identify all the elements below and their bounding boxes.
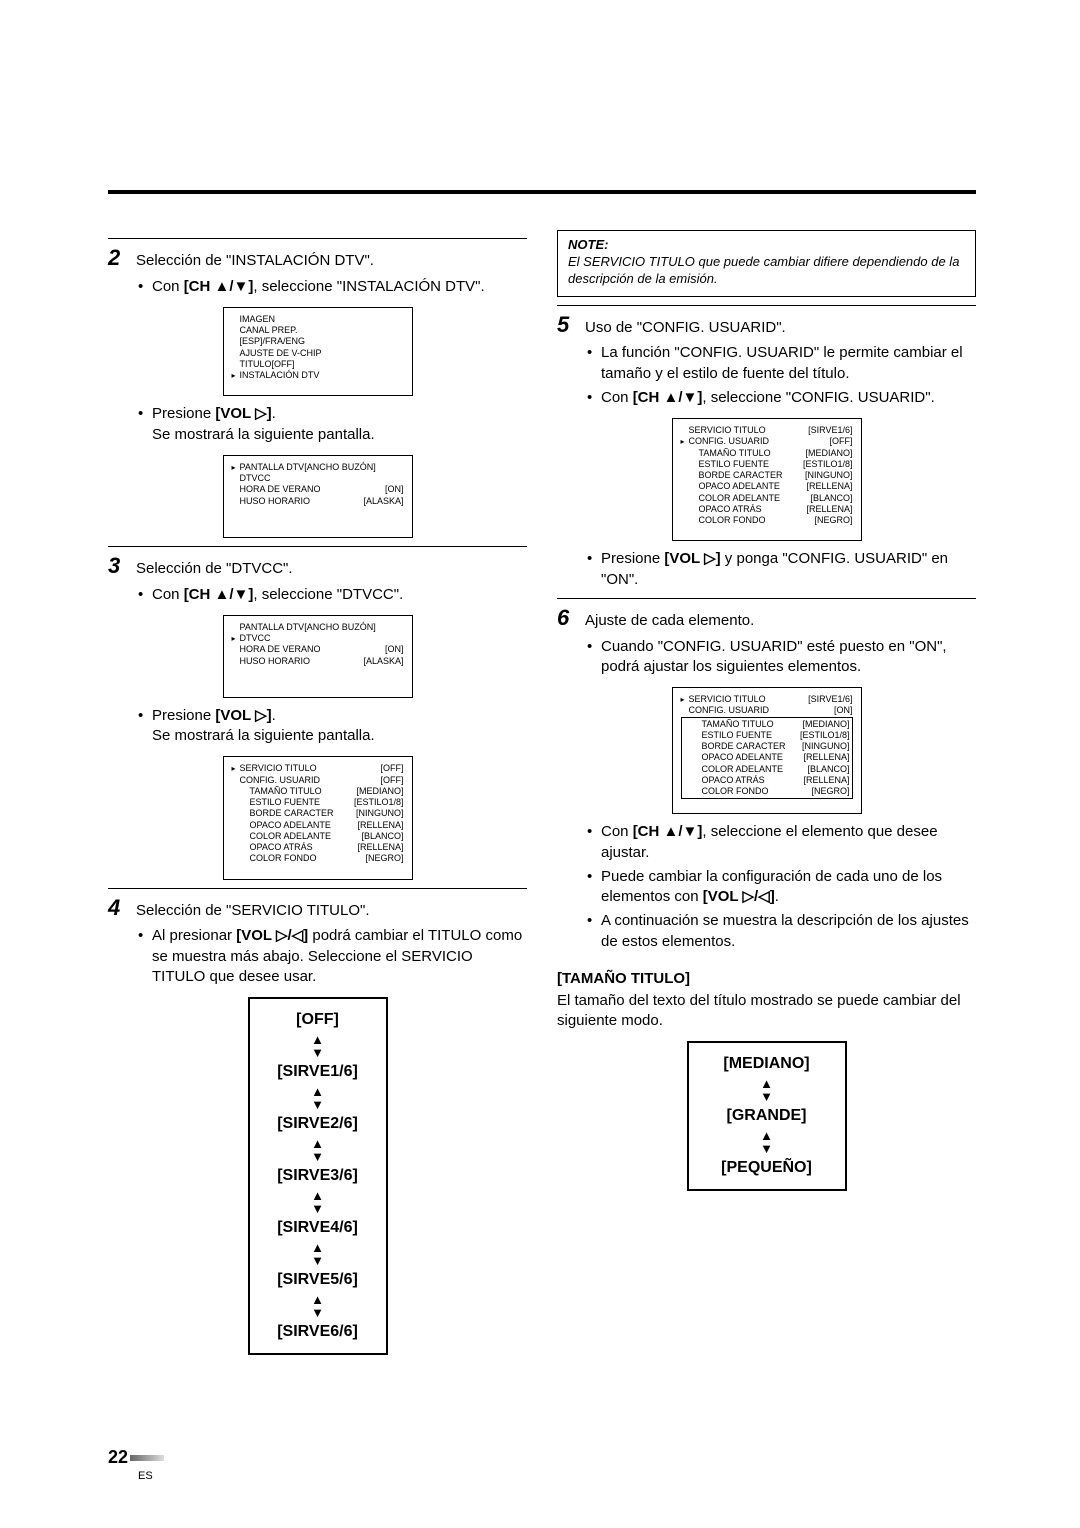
left-column: 2 Selección de "INSTALACIÓN DTV". Con [C… <box>108 230 527 1365</box>
step-title: Ajuste de cada elemento. <box>585 611 976 631</box>
step-5-heading: 5 Uso de "CONFIG. USUARID". <box>557 310 976 340</box>
step-number: 3 <box>108 551 128 581</box>
divider <box>557 305 976 306</box>
page-lang: ES <box>138 1470 153 1482</box>
step-number: 2 <box>108 243 128 273</box>
options-box: [MEDIANO]▲▼[GRANDE]▲▼[PEQUEÑO] <box>687 1041 847 1191</box>
step-title: Selección de "INSTALACIÓN DTV". <box>136 251 527 271</box>
bullet: Presione [VOL ▷]. Se mostrará la siguien… <box>138 404 527 445</box>
right-column: NOTE: El SERVICIO TITULO que puede cambi… <box>557 230 976 1365</box>
step-title: Selección de "SERVICIO TITULO". <box>136 901 527 921</box>
bullet: Con [CH ▲/▼], seleccione el elemento que… <box>587 822 976 863</box>
bullet: Al presionar [VOL ▷/◁] podrá cambiar el … <box>138 926 527 987</box>
step-6-bullets: Cuando "CONFIG. USUARID" esté puesto en … <box>557 637 976 678</box>
top-rule <box>108 190 976 194</box>
options-box: [OFF]▲▼[SIRVE1/6]▲▼[SIRVE2/6]▲▼[SIRVE3/6… <box>248 997 388 1355</box>
page-number-bar <box>130 1455 164 1461</box>
step-2-bullets: Con [CH ▲/▼], seleccione "INSTALACIÓN DT… <box>108 277 527 297</box>
menu-box: SERVICIO TITULO[OFF]CONFIG. USUARID[OFF]… <box>223 756 413 879</box>
columns: 2 Selección de "INSTALACIÓN DTV". Con [C… <box>108 230 976 1365</box>
note-body: El SERVICIO TITULO que puede cambiar dif… <box>568 254 965 288</box>
menu-box: IMAGENCANAL PREP.[ESP]/FRA/ENGAJUSTE DE … <box>223 307 413 397</box>
menu-box: PANTALLA DTV[ANCHO BUZÓN]DTVCCHORA DE VE… <box>223 455 413 538</box>
bullet: Con [CH ▲/▼], seleccione "DTVCC". <box>138 585 527 605</box>
divider <box>108 546 527 547</box>
step-6-heading: 6 Ajuste de cada elemento. <box>557 603 976 633</box>
step-title: Uso de "CONFIG. USUARID". <box>585 318 976 338</box>
divider <box>557 598 976 599</box>
menu-box: PANTALLA DTV[ANCHO BUZÓN]DTVCCHORA DE VE… <box>223 615 413 698</box>
step-5-bullets: La función "CONFIG. USUARID" le permite … <box>557 343 976 408</box>
step-number: 6 <box>557 603 577 633</box>
step-3-heading: 3 Selección de "DTVCC". <box>108 551 527 581</box>
menu-box: SERVICIO TITULO[SIRVE1/6]CONFIG. USUARID… <box>672 418 862 541</box>
step-4-bullets: Al presionar [VOL ▷/◁] podrá cambiar el … <box>108 926 527 987</box>
step-4-heading: 4 Selección de "SERVICIO TITULO". <box>108 893 527 923</box>
bullet: La función "CONFIG. USUARID" le permite … <box>587 343 976 384</box>
bullet: Puede cambiar la configuración de cada u… <box>587 867 976 908</box>
bullet: Presione [VOL ▷] y ponga "CONFIG. USUARI… <box>587 549 976 590</box>
bullet: A continuación se muestra la descripción… <box>587 911 976 952</box>
bullet: Con [CH ▲/▼], seleccione "INSTALACIÓN DT… <box>138 277 527 297</box>
step-5-bullets-2: Presione [VOL ▷] y ponga "CONFIG. USUARI… <box>557 549 976 590</box>
bullet: Cuando "CONFIG. USUARID" esté puesto en … <box>587 637 976 678</box>
step-3-bullets-2: Presione [VOL ▷]. Se mostrará la siguien… <box>108 706 527 747</box>
page-number: 22 <box>108 1447 164 1468</box>
tamano-desc: El tamaño del texto del título mostrado … <box>557 991 976 1032</box>
page-content: 2 Selección de "INSTALACIÓN DTV". Con [C… <box>108 190 976 1365</box>
tamano-label: [TAMAÑO TITULO] <box>557 970 976 987</box>
step-title: Selección de "DTVCC". <box>136 559 527 579</box>
note-title: NOTE: <box>568 237 965 254</box>
step-6-bullets-2: Con [CH ▲/▼], seleccione el elemento que… <box>557 822 976 952</box>
bullet: Con [CH ▲/▼], seleccione "CONFIG. USUARI… <box>587 388 976 408</box>
menu-box: SERVICIO TITULO[SIRVE1/6]CONFIG. USUARID… <box>672 687 862 814</box>
divider <box>108 238 527 239</box>
note-box: NOTE: El SERVICIO TITULO que puede cambi… <box>557 230 976 297</box>
bullet: Presione [VOL ▷]. Se mostrará la siguien… <box>138 706 527 747</box>
step-number: 4 <box>108 893 128 923</box>
step-2-heading: 2 Selección de "INSTALACIÓN DTV". <box>108 243 527 273</box>
step-3-bullets: Con [CH ▲/▼], seleccione "DTVCC". <box>108 585 527 605</box>
divider <box>108 888 527 889</box>
step-2-bullets-2: Presione [VOL ▷]. Se mostrará la siguien… <box>108 404 527 445</box>
step-number: 5 <box>557 310 577 340</box>
